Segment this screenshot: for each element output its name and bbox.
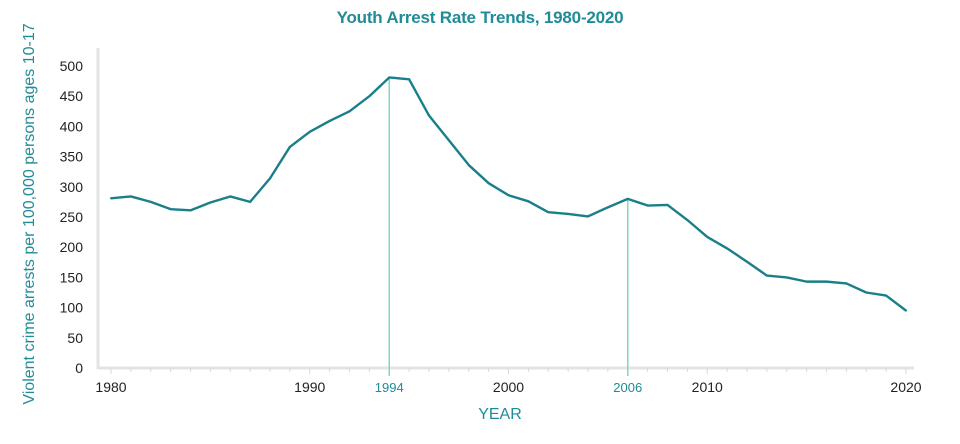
data-point-1995 (408, 78, 411, 81)
y-tick-label: 150 (60, 269, 84, 285)
data-point-2009 (686, 219, 689, 222)
data-point-2001 (527, 200, 530, 203)
data-point-2012 (746, 260, 748, 263)
highlight-year-label: 1994 (375, 380, 404, 395)
data-point-1981 (129, 195, 132, 198)
data-point-1986 (229, 195, 232, 198)
data-point-1999 (487, 182, 490, 185)
data-point-2004 (587, 215, 589, 218)
data-point-1988 (269, 177, 271, 180)
x-tick-label: 2020 (890, 379, 921, 395)
data-point-2003 (567, 212, 570, 215)
data-point-1990 (308, 130, 311, 133)
data-point-2007 (646, 204, 649, 207)
y-tick-label: 300 (60, 179, 84, 195)
data-point-2017 (845, 282, 848, 285)
y-tick-label: 100 (60, 300, 84, 316)
y-tick-label: 500 (60, 58, 84, 74)
data-point-2016 (825, 280, 828, 283)
data-point-1996 (428, 114, 430, 117)
chart-title: Youth Arrest Rate Trends, 1980-2020 (337, 8, 624, 27)
y-tick-label: 0 (75, 360, 83, 376)
data-point-2002 (547, 211, 550, 214)
data-point-2018 (865, 291, 868, 294)
x-tick-label: 2010 (692, 379, 723, 395)
data-point-2000 (507, 194, 510, 197)
data-point-1993 (368, 95, 371, 98)
data-point-1989 (288, 145, 291, 148)
x-axis-label: YEAR (478, 406, 522, 423)
data-point-1985 (209, 201, 212, 204)
data-point-1991 (328, 119, 331, 122)
data-point-2015 (805, 280, 808, 283)
data-point-1997 (447, 139, 450, 142)
data-point-1980 (110, 197, 112, 200)
data-point-2010 (706, 235, 709, 238)
highlight-year-label: 2006 (613, 380, 642, 395)
y-axis-label: Violent crime arrests per 100,000 person… (21, 23, 38, 404)
data-point-1983 (169, 208, 172, 211)
data-point-1992 (348, 110, 351, 113)
series-line (110, 76, 907, 312)
y-tick-label: 250 (60, 209, 84, 225)
data-point-1998 (467, 164, 470, 167)
x-tick-label: 1980 (95, 379, 126, 395)
y-tick-label: 400 (60, 118, 84, 134)
y-tick-label: 350 (60, 149, 84, 165)
x-tick-label: 1990 (294, 379, 325, 395)
data-point-1994 (388, 76, 391, 79)
data-point-2011 (726, 247, 729, 250)
data-point-1987 (249, 200, 252, 203)
data-point-1982 (149, 200, 152, 203)
data-point-2019 (885, 294, 888, 297)
data-point-2006 (626, 197, 629, 200)
data-point-1984 (189, 209, 192, 212)
data-point-2005 (606, 206, 609, 209)
data-point-2014 (785, 276, 788, 279)
y-tick-label: 50 (67, 330, 83, 346)
data-point-2008 (666, 203, 669, 206)
data-point-2013 (765, 274, 768, 277)
x-tick-label: 2000 (493, 379, 524, 395)
y-tick-label: 450 (60, 88, 84, 104)
y-tick-label: 200 (60, 239, 84, 255)
data-point-2020 (905, 309, 907, 312)
